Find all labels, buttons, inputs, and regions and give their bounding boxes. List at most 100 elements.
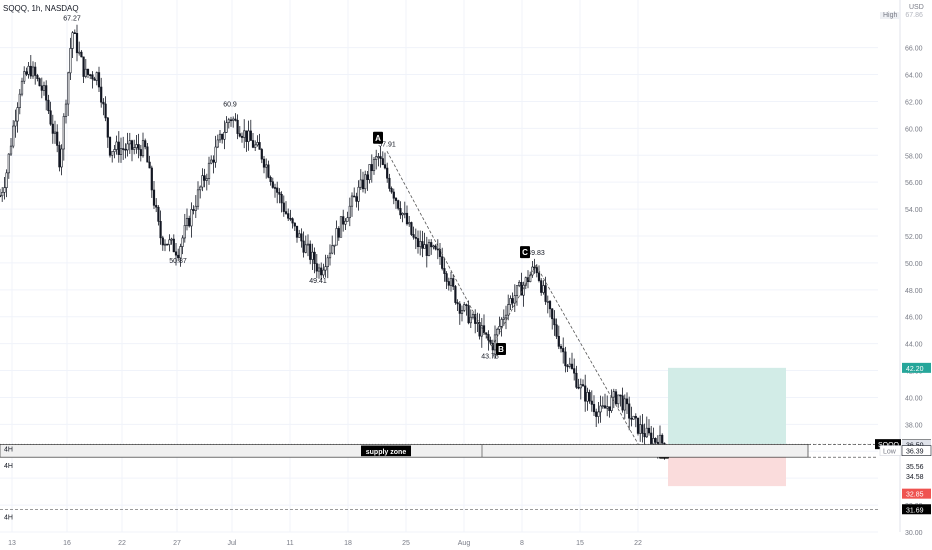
candle-body [377,156,380,158]
candle-body [608,406,611,411]
y-tick-label: 66.00 [905,46,923,53]
candle-body [403,212,406,215]
candle-body [139,149,142,157]
candle-body [480,325,483,337]
candle-body [144,140,147,148]
candle-body [273,187,277,189]
candle-body [392,191,395,199]
candle-body [456,302,459,305]
candle-body [174,251,178,256]
candle-body [190,209,193,227]
y-tick-label: 30.00 [905,530,923,537]
candle-body [295,225,299,238]
candle-body [328,252,332,259]
candle-body [300,233,303,242]
candle-body [471,313,475,318]
candle-body [262,158,266,168]
candle-body [504,314,508,319]
candle-body [130,140,134,150]
candle-body [586,392,589,402]
candle-body [540,280,543,293]
candle-body [53,131,57,134]
candle-body [542,285,545,293]
candle-body [645,427,648,438]
candle-body [522,284,525,296]
candle-body [67,72,70,105]
candle-body [291,218,294,224]
candle-body [159,221,162,239]
candle-body [566,365,569,368]
candle-body [339,216,343,238]
candle-body [610,396,613,411]
candle-body [661,434,664,444]
candle-body [654,438,657,443]
price-badge [902,471,931,482]
candle-body [80,51,83,58]
timeframe-level-label: 4H [4,463,13,470]
candle-body [97,72,101,88]
candle-body [614,391,618,405]
candle-body [337,228,340,238]
candle-body [575,372,578,388]
candle-body [298,233,301,238]
candle-body [181,237,184,247]
candle-body [623,398,626,411]
candle-body [551,308,554,320]
candle-body [14,120,17,127]
candle-body [7,153,10,174]
candle-body [643,433,646,438]
candle-body [555,324,558,337]
candle-body [423,244,426,249]
candle-body [317,267,321,272]
candle-body [375,156,378,160]
candle-body [518,282,521,286]
x-tick-label: 16 [63,540,71,547]
candle-body [399,208,402,216]
candle-body [408,222,411,225]
candle-body [379,156,382,159]
candle-body [304,244,307,253]
candle-body [500,319,503,327]
candle-body [280,194,283,204]
candle-body [258,142,261,150]
candle-body [313,251,316,264]
candle-body [425,244,428,256]
y-tick-label: 50.00 [905,261,923,268]
candle-body [179,246,182,259]
symbol-label[interactable]: SQQQ [3,4,28,13]
candle-body [579,384,582,389]
candle-body [227,119,230,123]
candle-body [498,326,501,330]
candle-body [381,158,384,165]
candle-body [320,267,323,276]
abcd-leg [491,265,537,347]
candle-body [535,266,538,274]
candle-body [225,122,228,133]
candle-body [155,205,158,208]
candle-body [247,130,250,142]
candle-body [60,148,63,168]
supply-zone-label: supply zone [366,449,407,456]
candle-body [595,411,598,417]
candle-body [584,385,587,402]
candle-body [31,66,35,77]
candle-body [223,131,226,140]
candle-body [269,176,272,182]
candle-body [443,268,446,274]
candle-body [546,301,549,303]
candle-body [267,164,270,178]
candle-body [126,143,129,151]
candle-body [69,48,72,74]
candle-body [64,103,68,117]
interval-label[interactable]: 1h [31,4,41,13]
y-tick-label: 40.00 [905,395,923,402]
candle-body [5,172,8,188]
candle-body [581,384,585,387]
candle-body [370,164,373,172]
candle-body [511,298,514,304]
candle-body [570,363,574,369]
y-tick-label: 58.00 [905,153,923,160]
candle-body [256,142,259,146]
candle-body [284,211,288,214]
